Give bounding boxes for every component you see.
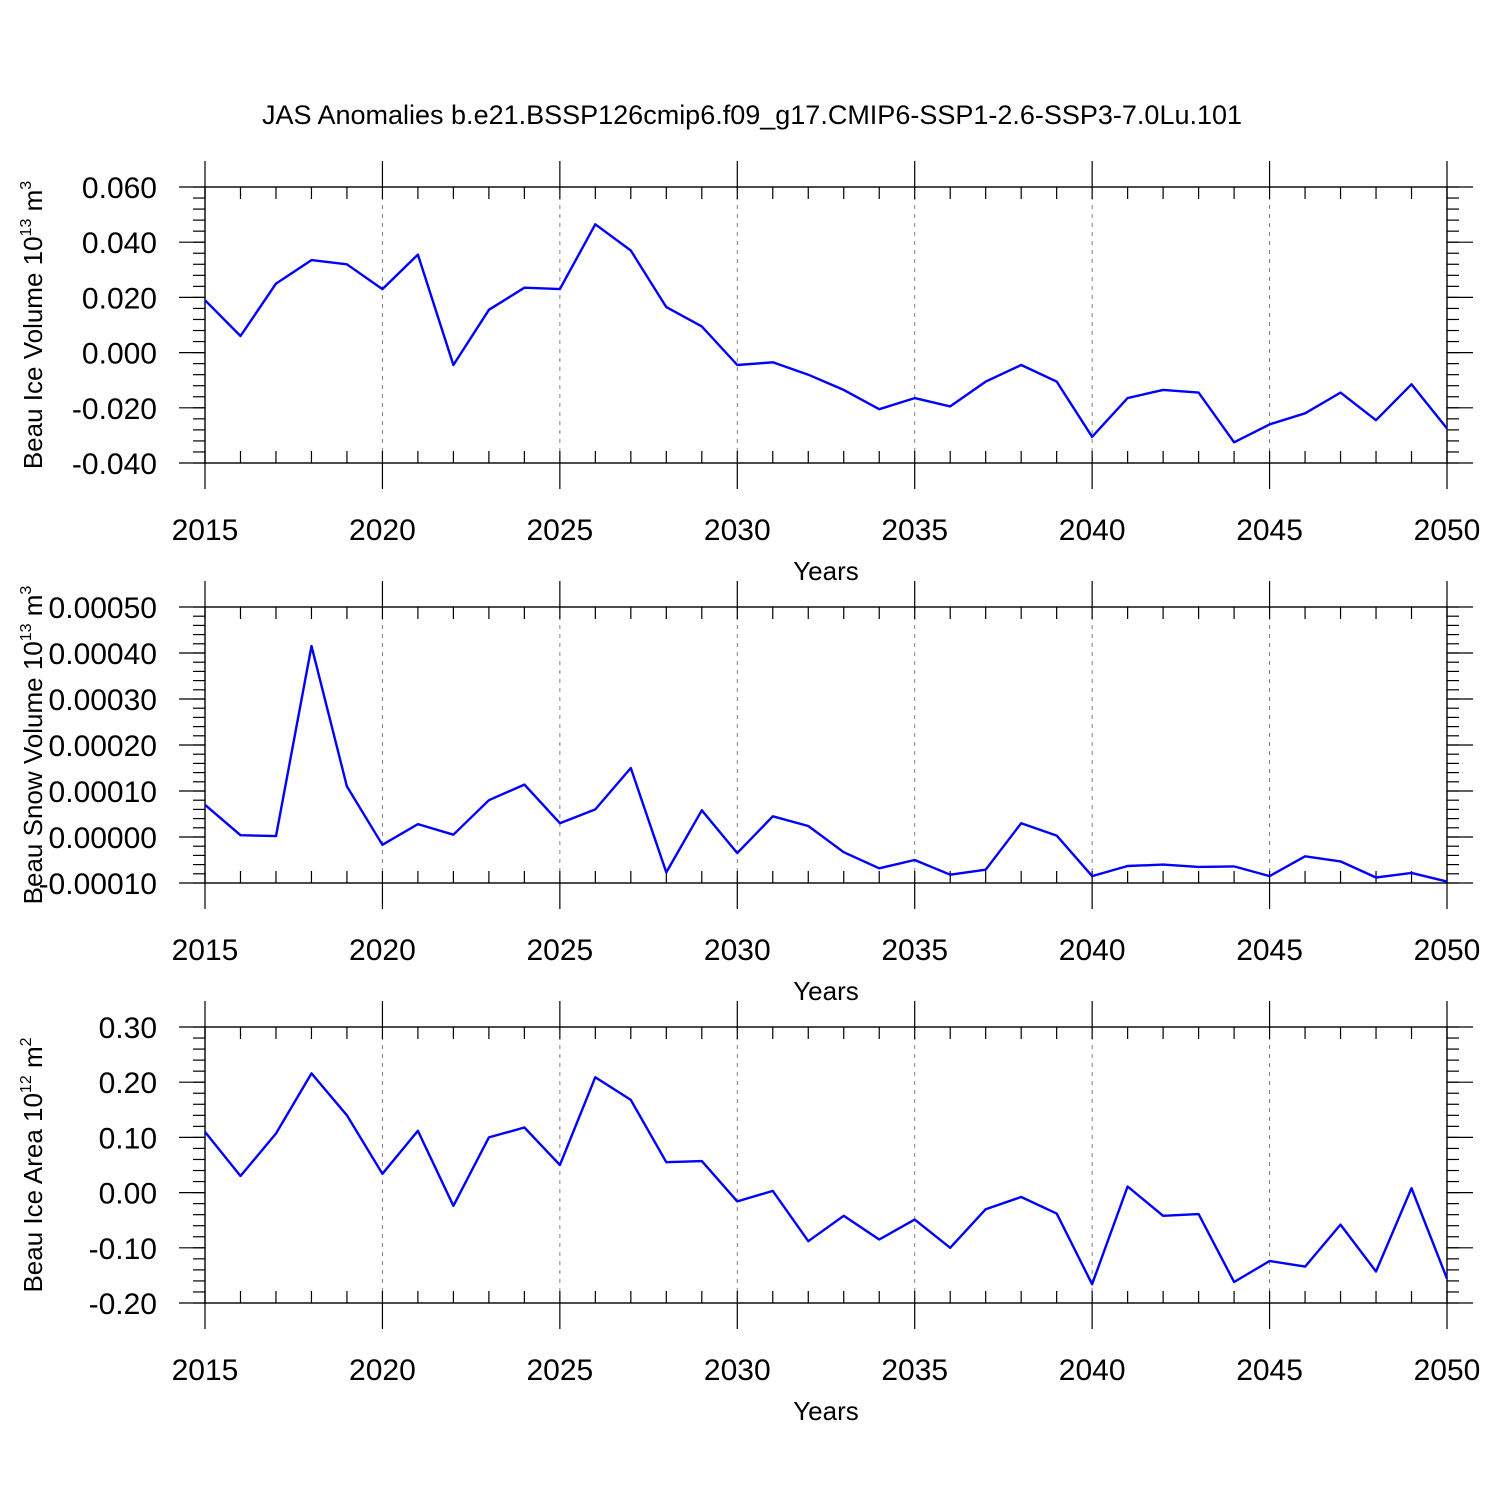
x-tick-label: 2040 — [1059, 1354, 1126, 1387]
y-tick-label: -0.20 — [89, 1288, 157, 1321]
series-line — [204, 644, 1448, 883]
y-tick-label: 0.00040 — [49, 638, 157, 671]
x-tick-label: 2035 — [881, 934, 948, 967]
y-tick-label: 0.020 — [82, 282, 157, 315]
x-tick-label: 2040 — [1059, 514, 1126, 547]
plot-frame — [204, 186, 1448, 464]
y-tick-label: 0.060 — [82, 172, 157, 205]
x-tick-label: 2035 — [881, 514, 948, 547]
x-axis-title: Years — [793, 556, 859, 586]
x-tick-label: 2050 — [1414, 934, 1481, 967]
x-axis-title: Years — [793, 1396, 859, 1426]
x-axis-title: Years — [793, 976, 859, 1006]
series-line — [204, 1072, 1449, 1286]
y-tick-label: 0.00010 — [49, 776, 157, 809]
x-tick-label: 2050 — [1414, 514, 1481, 547]
x-tick-label: 2020 — [349, 934, 416, 967]
y-tick-label: 0.00030 — [49, 684, 157, 717]
x-tick-label: 2020 — [349, 1354, 416, 1387]
x-tick-label: 2015 — [172, 514, 239, 547]
y-tick-label: 0.00020 — [49, 730, 157, 763]
x-tick-label: 2050 — [1414, 1354, 1481, 1387]
y-axis-title: Beau Ice Volume 1013 m3 — [18, 181, 48, 469]
x-tick-label: 2045 — [1236, 514, 1303, 547]
x-tick-label: 2045 — [1236, 1354, 1303, 1387]
y-axis-title: Beau Snow Volume 1013 m3 — [18, 586, 48, 905]
y-tick-label: -0.10 — [89, 1233, 157, 1266]
x-tick-label: 2025 — [526, 1354, 593, 1387]
plot-frame — [204, 1026, 1448, 1304]
x-tick-label: 2040 — [1059, 934, 1126, 967]
figure-title: JAS Anomalies b.e21.BSSP126cmip6.f09_g17… — [262, 100, 1242, 130]
y-tick-label: 0.00050 — [49, 592, 157, 625]
x-tick-label: 2025 — [526, 934, 593, 967]
x-tick-label: 2015 — [172, 934, 239, 967]
x-tick-label: 2035 — [881, 1354, 948, 1387]
x-tick-label: 2015 — [172, 1354, 239, 1387]
y-axis-title: Beau Ice Area 1012 m2 — [18, 1037, 48, 1292]
x-tick-label: 2025 — [526, 514, 593, 547]
y-tick-label: 0.00000 — [49, 822, 157, 855]
x-tick-label: 2020 — [349, 514, 416, 547]
chart-panels: 2015 2020 2025 2030 2035 2040 2045 2050 -0.040 -0… — [18, 161, 1480, 1426]
plot-frame — [204, 606, 1448, 884]
y-tick-label: 0.00 — [99, 1178, 157, 1211]
y-tick-label: 0.20 — [99, 1067, 157, 1100]
y-tick-label: -0.020 — [72, 393, 157, 426]
y-tick-label: 0.000 — [82, 338, 157, 371]
y-tick-label: 0.10 — [99, 1122, 157, 1155]
chart-panel-1: 2015 2020 2025 2030 2035 2040 2045 2050 -0.040 -0… — [18, 161, 1480, 586]
x-tick-label: 2030 — [704, 1354, 771, 1387]
y-tick-label: 0.040 — [82, 227, 157, 260]
y-tick-label: -0.00010 — [39, 868, 157, 901]
y-tick-label: -0.040 — [72, 448, 157, 481]
chart-panel-2: 2015 2020 2025 2030 2035 2040 2045 2050 -0.00010… — [18, 581, 1480, 1006]
chart-panel-3: 2015 2020 2025 2030 2035 2040 2045 2050 -0.20 -0.… — [18, 1001, 1480, 1426]
x-tick-label: 2030 — [704, 934, 771, 967]
series-line — [204, 223, 1448, 444]
y-tick-label: 0.30 — [99, 1012, 157, 1045]
x-tick-label: 2030 — [704, 514, 771, 547]
x-tick-label: 2045 — [1236, 934, 1303, 967]
